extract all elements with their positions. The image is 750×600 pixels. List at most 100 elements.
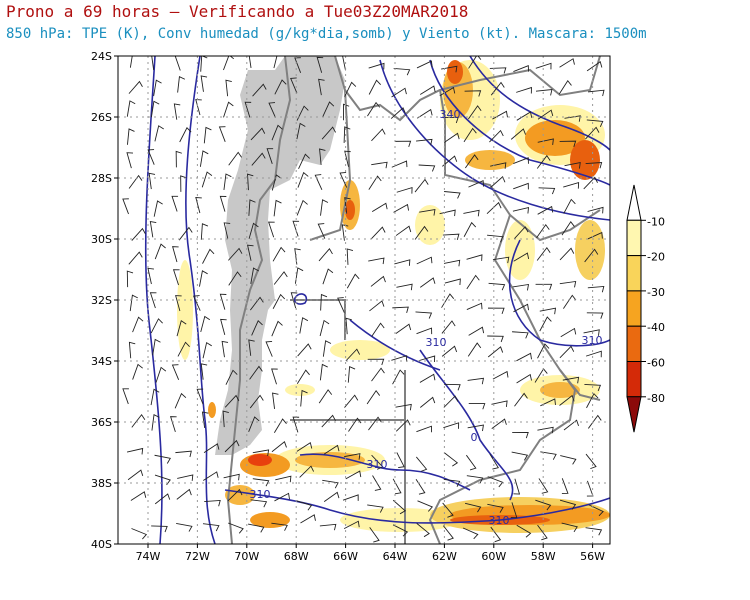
- wind-barb: [563, 419, 579, 431]
- wind-barb: [491, 400, 508, 408]
- wind-barb: [228, 151, 242, 166]
- wind-barb: [516, 524, 532, 538]
- wind-barb: [337, 297, 345, 313]
- wind-barb: [224, 439, 240, 453]
- wind-barb: [561, 478, 569, 494]
- wind-barb: [154, 493, 171, 505]
- wind-barb: [248, 222, 259, 239]
- wind-barb: [319, 363, 328, 381]
- wind-barb: [464, 90, 482, 97]
- wind-barb: [265, 341, 273, 357]
- wind-barb: [510, 502, 518, 519]
- wind-barb: [513, 157, 529, 164]
- wind-barb: [180, 175, 187, 192]
- wind-barb: [342, 56, 346, 71]
- wind-barb: [273, 56, 283, 69]
- wind-barb: [516, 86, 532, 94]
- colorbar-label: -20: [647, 251, 665, 264]
- wind-barb: [540, 398, 556, 407]
- wind-barb: [247, 173, 254, 191]
- wind-barb: [248, 416, 260, 433]
- wind-barb: [371, 128, 386, 142]
- map-title: Prono a 69 horas – Verificando a Tue03Z2…: [6, 2, 469, 21]
- wind-barb: [468, 326, 485, 336]
- wind-barb: [247, 523, 265, 533]
- wind-barb: [559, 280, 577, 288]
- wind-barb: [200, 363, 208, 380]
- wind-barb: [468, 403, 486, 410]
- lat-label: 34S: [91, 355, 112, 368]
- wind-barb: [392, 524, 409, 537]
- wind-barb: [204, 499, 221, 507]
- graticule: [114, 55, 610, 548]
- lat-label: 26S: [91, 111, 112, 124]
- wind-barb: [252, 83, 267, 97]
- wind-barb: [396, 283, 413, 291]
- wind-barb: [539, 307, 557, 315]
- wind-barb: [172, 269, 180, 286]
- wind-barb: [442, 502, 454, 518]
- wind-barb: [442, 116, 459, 124]
- wind-barb: [463, 221, 477, 237]
- wind-barb: [177, 341, 190, 357]
- wind-barb: [195, 99, 202, 116]
- wind-barb: [537, 343, 550, 359]
- wind-barb: [588, 89, 605, 97]
- wind-barb: [150, 100, 160, 118]
- wind-barb: [296, 105, 309, 121]
- wind-barb: [367, 504, 384, 513]
- wind-barb: [489, 129, 504, 143]
- wind-barb: [467, 424, 484, 432]
- map-subtitle: 850 hPa: TPE (K), Conv humedad (g/kg*dia…: [6, 26, 647, 42]
- wind-barb: [271, 368, 278, 385]
- wind-barb: [128, 174, 143, 189]
- wind-barb: [392, 478, 402, 495]
- wind-barb: [587, 414, 602, 429]
- wind-barb: [442, 525, 454, 541]
- wind-barb: [132, 316, 144, 333]
- wind-barb: [487, 234, 504, 243]
- lon-label: 66W: [333, 550, 358, 563]
- wind-barb: [320, 199, 329, 216]
- wind-barb: [201, 171, 213, 188]
- wind-barb: [416, 138, 433, 146]
- wind-barb: [174, 392, 187, 409]
- wind-barb: [201, 411, 209, 428]
- wind-barb: [150, 388, 160, 406]
- wind-barb: [486, 201, 502, 215]
- contour-label: 310: [250, 488, 271, 501]
- wind-barb: [272, 392, 279, 410]
- wind-barb: [584, 383, 602, 392]
- contour-label: 310: [426, 336, 447, 349]
- wind-barb: [122, 198, 129, 215]
- wind-barb: [419, 396, 436, 408]
- wind-barb: [176, 488, 192, 500]
- wind-barb: [418, 164, 436, 172]
- wind-barb: [151, 56, 155, 71]
- wind-barb: [345, 470, 362, 480]
- wind-barb: [250, 499, 268, 508]
- wind-barb: [490, 81, 505, 96]
- wind-barb: [584, 248, 599, 263]
- colorbar-label: -10: [647, 215, 665, 228]
- wind-barb: [564, 162, 581, 169]
- wind-barb: [513, 478, 521, 495]
- wind-barb: [443, 259, 461, 267]
- wind-barb: [297, 343, 312, 357]
- wind-barb: [583, 176, 598, 190]
- wind-barb: [220, 318, 227, 335]
- wind-barb: [390, 107, 406, 119]
- wind-barb: [128, 251, 143, 265]
- wind-barb: [223, 56, 235, 71]
- wind-barb: [512, 331, 529, 339]
- wind-barb: [275, 475, 292, 483]
- wind-barb: [203, 443, 220, 454]
- wind-barb: [559, 140, 577, 147]
- wind-barb: [271, 124, 283, 141]
- wind-barb: [273, 418, 287, 434]
- wind-barb: [468, 105, 482, 120]
- wind-barb: [129, 56, 133, 68]
- wind-barb: [250, 127, 266, 141]
- wind-barb: [371, 226, 386, 240]
- contour-label: 310: [489, 514, 510, 527]
